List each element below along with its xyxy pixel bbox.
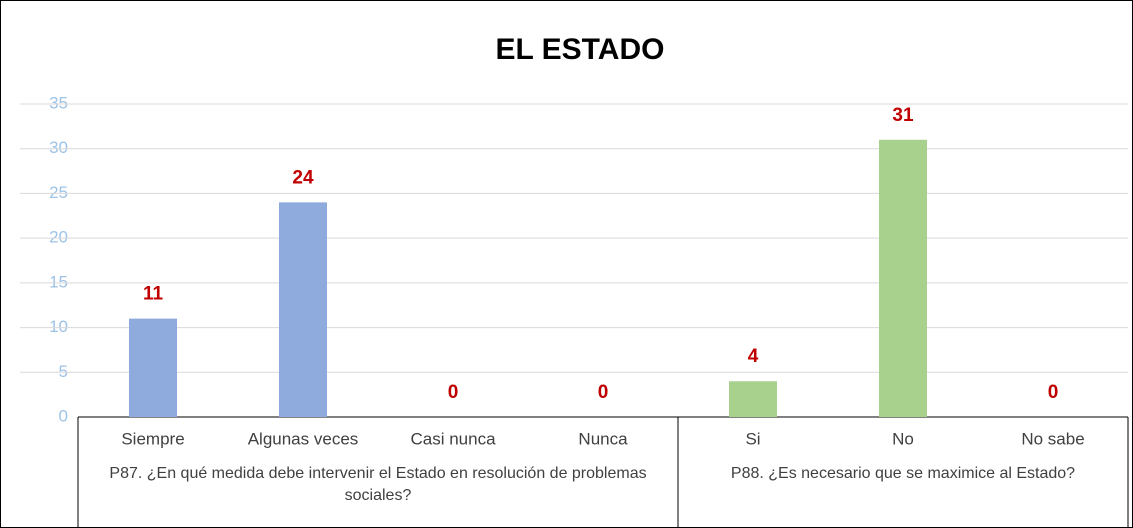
x-tick-label: No <box>892 429 914 448</box>
x-tick-label: Si <box>745 429 760 448</box>
value-label: 11 <box>143 284 164 305</box>
value-label: 0 <box>448 382 459 403</box>
y-tick-label: 30 <box>49 138 68 157</box>
y-tick-label: 0 <box>59 406 68 425</box>
y-tick-label: 5 <box>59 362 68 381</box>
bar <box>129 318 177 417</box>
value-label: 0 <box>598 382 609 403</box>
y-tick-label: 25 <box>49 183 68 202</box>
y-tick-label: 10 <box>49 317 68 336</box>
x-tick-label: Casi nunca <box>410 429 496 448</box>
x-tick-label: Algunas veces <box>248 429 359 448</box>
bar <box>879 139 927 417</box>
bar <box>279 202 327 417</box>
value-label: 4 <box>748 346 759 367</box>
group-label: P87. ¿En qué medida debe intervenir el E… <box>109 465 647 504</box>
x-tick-label: Siempre <box>121 429 184 448</box>
y-tick-label: 35 <box>49 93 68 112</box>
value-label: 0 <box>1048 382 1059 403</box>
value-label: 31 <box>892 105 914 126</box>
x-tick-label: Nunca <box>578 429 628 448</box>
y-tick-label: 20 <box>49 228 68 247</box>
group-label: P88. ¿Es necesario que se maximice al Es… <box>730 465 1076 482</box>
bar <box>729 381 777 417</box>
x-tick-label: No sabe <box>1021 429 1084 448</box>
y-tick-label: 15 <box>49 272 68 291</box>
value-label: 24 <box>292 167 314 188</box>
chart-title: EL ESTADO <box>496 33 665 66</box>
